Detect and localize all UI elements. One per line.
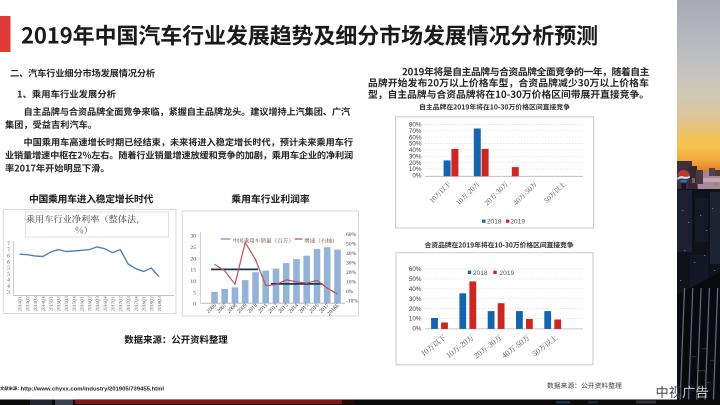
svg-text:2008: 2008 [226, 303, 238, 315]
svg-text:50%: 50% [346, 242, 357, 248]
svg-text:2019: 2019 [510, 218, 525, 225]
svg-text:2019: 2019 [500, 270, 515, 277]
svg-text:2018E: 2018E [326, 302, 341, 317]
svg-text:10%: 10% [346, 279, 357, 285]
svg-text:10%: 10% [409, 166, 422, 173]
svg-text:30: 30 [190, 234, 196, 240]
svg-text:2018: 2018 [487, 218, 502, 225]
svg-text:2009: 2009 [236, 303, 248, 315]
svg-text:2013: 2013 [277, 303, 289, 315]
svg-text:http://www.chyxx.com/industry/: http://www.chyxx.com/industry/201905/739… [21, 386, 165, 392]
svg-text:20: 20 [190, 256, 196, 262]
svg-text:15: 15 [190, 268, 196, 274]
svg-text:10%: 10% [409, 316, 422, 323]
svg-text:2018: 2018 [473, 270, 488, 277]
svg-text:-10%: -10% [346, 298, 358, 304]
svg-text:40%: 40% [409, 286, 422, 293]
svg-text:30%: 30% [409, 296, 422, 303]
svg-text:50%: 50% [409, 141, 422, 148]
svg-text:2012: 2012 [267, 303, 279, 315]
svg-text:2011: 2011 [257, 303, 269, 315]
svg-text:0%: 0% [412, 326, 422, 333]
svg-text:20%: 20% [346, 270, 357, 276]
svg-text:2006: 2006 [206, 303, 218, 315]
svg-text:50%: 50% [409, 276, 422, 283]
svg-text:30%: 30% [409, 154, 422, 161]
svg-text:10: 10 [190, 279, 196, 285]
svg-text:60%: 60% [409, 134, 422, 141]
svg-text:2007: 2007 [216, 303, 228, 315]
svg-text:25: 25 [190, 245, 196, 251]
svg-text:0%: 0% [412, 173, 422, 180]
svg-text:20%: 20% [409, 306, 422, 313]
svg-text:80%: 80% [409, 122, 422, 129]
svg-text:0: 0 [193, 302, 196, 308]
svg-text:60%: 60% [346, 232, 357, 238]
svg-text:5: 5 [193, 290, 196, 296]
svg-text:70%: 70% [409, 128, 422, 135]
svg-text:40%: 40% [346, 251, 357, 257]
svg-text:2014: 2014 [288, 303, 300, 315]
svg-text:60%: 60% [409, 266, 422, 273]
svg-text:2010: 2010 [247, 303, 259, 315]
svg-text:2016: 2016 [308, 303, 320, 315]
svg-text:40%: 40% [409, 147, 422, 154]
svg-text:0%: 0% [346, 289, 354, 295]
svg-text:2015: 2015 [298, 303, 310, 315]
svg-text:20%: 20% [409, 160, 422, 167]
svg-text:30%: 30% [346, 260, 357, 266]
